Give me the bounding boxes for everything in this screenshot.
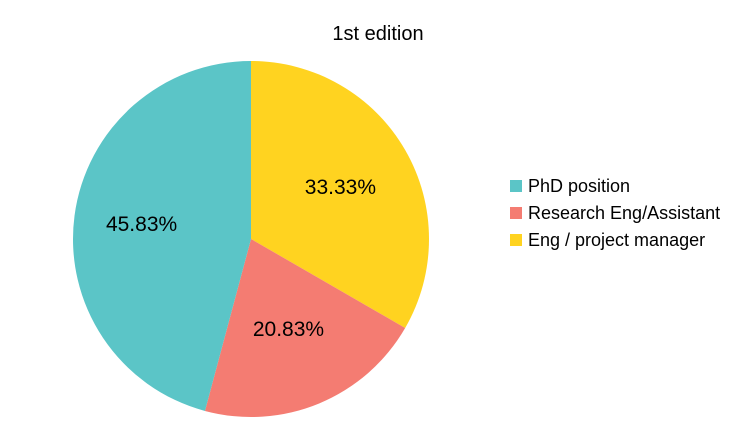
pie-slice-labels: 33.33% 20.83% 45.83% xyxy=(106,176,376,341)
legend-swatch xyxy=(510,234,522,246)
slice-value-label: 33.33% xyxy=(305,176,376,199)
legend-label: PhD position xyxy=(528,176,630,196)
slice-value-label: 20.83% xyxy=(253,318,324,341)
pie-slice-phd-position xyxy=(72,61,251,411)
slice-value-label: 45.83% xyxy=(106,213,177,236)
pie-slice-research-eng-assistant xyxy=(204,239,406,417)
pie-slice-eng-project-manager xyxy=(251,61,429,328)
legend: PhD position Research Eng/Assistant Eng / … xyxy=(510,176,720,250)
legend-label: Eng / project manager xyxy=(528,230,705,250)
pie-slices xyxy=(72,61,429,417)
legend-swatch xyxy=(510,180,522,192)
chart-title: 1st edition xyxy=(332,23,423,45)
legend-swatch xyxy=(510,207,522,219)
legend-label: Research Eng/Assistant xyxy=(528,203,720,223)
